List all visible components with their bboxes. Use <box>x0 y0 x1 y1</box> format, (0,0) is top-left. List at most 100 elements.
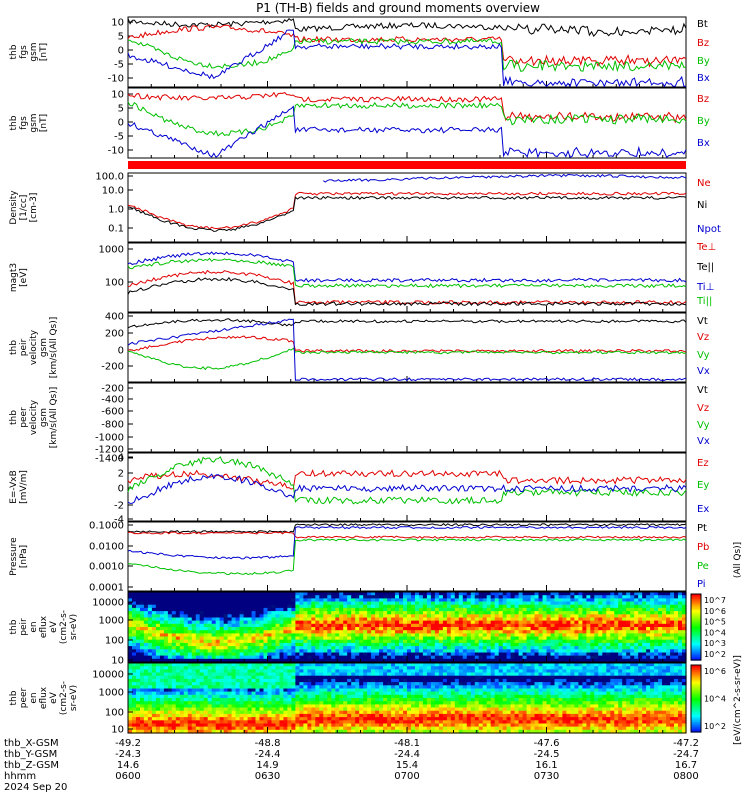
spectrogram-cell <box>486 617 492 622</box>
spectrogram-cell <box>259 630 265 634</box>
spectrogram-cell <box>379 691 384 696</box>
spectrogram-cell <box>395 630 400 634</box>
spectrogram-cell <box>343 713 348 718</box>
spectrogram-cell <box>654 592 659 596</box>
spectrogram-cell <box>586 623 591 628</box>
spectrogram-cell <box>434 658 440 663</box>
spectrogram-cell <box>546 655 552 660</box>
spectrogram-cell <box>670 592 675 596</box>
spectrogram-cell <box>179 617 185 622</box>
spectrogram-cell <box>275 607 281 612</box>
spectrogram-cell <box>514 633 520 638</box>
spectrogram-cell <box>203 688 209 693</box>
spectrogram-cell <box>331 598 336 603</box>
spectrogram-cell <box>175 666 181 670</box>
spectrogram-cell <box>646 601 651 606</box>
spectrogram-cell <box>375 614 380 619</box>
spectrogram-cell <box>538 658 544 663</box>
spectrogram-cell <box>419 646 424 650</box>
spectrogram-cell <box>407 595 412 599</box>
spectrogram-cell <box>207 636 213 641</box>
spectrogram-cell <box>263 669 269 674</box>
spectrogram-cell <box>147 717 153 721</box>
y-tick-label: 0.1 <box>108 224 124 235</box>
spectrogram-cell <box>462 627 468 631</box>
spectrogram-cell <box>550 642 556 647</box>
y-tick-label: -800 <box>101 420 124 431</box>
spectrogram-cell <box>546 607 552 612</box>
spectrogram-cell <box>147 617 153 622</box>
spectrogram-cell <box>315 691 320 696</box>
spectrogram-cell <box>311 713 316 718</box>
spectrogram-cell <box>299 611 304 615</box>
spectrogram-cell <box>522 611 528 615</box>
legend-entry: Ti|| <box>696 296 712 307</box>
spectrogram-cell <box>271 672 277 677</box>
spectrogram-cell <box>375 598 380 603</box>
spectrogram-cell <box>490 601 496 606</box>
spectrogram-cell <box>363 663 368 667</box>
spectrogram-cell <box>319 717 324 721</box>
spectrogram-cell <box>438 611 444 615</box>
y-tick-label: -600 <box>101 407 124 418</box>
spectrogram-cell <box>195 646 201 650</box>
spectrogram-cell <box>163 601 169 606</box>
spectrogram-cell <box>662 658 667 663</box>
spectrogram-cell <box>594 614 599 619</box>
spectrogram-cell <box>387 729 392 734</box>
spectrogram-cell <box>163 672 169 677</box>
spectrogram-cell <box>207 642 213 647</box>
spectrogram-cell <box>383 655 388 660</box>
spectrogram-cell <box>339 592 344 596</box>
spectrogram-cell <box>311 675 316 680</box>
spectrogram-cell <box>151 669 157 674</box>
spectrogram-cell <box>179 694 185 699</box>
spectrogram-cell <box>219 672 225 677</box>
spectrogram-cell <box>223 595 229 599</box>
spectrogram-cell <box>399 604 404 609</box>
spectrogram-cell <box>287 592 292 596</box>
spectrogram-cell <box>291 672 296 677</box>
panel-ylabel-line: [km/s(All Qs)] <box>49 387 59 449</box>
spectrogram-cell <box>219 595 225 599</box>
spectrogram-cell <box>335 604 340 609</box>
spectrogram-cell <box>311 601 316 606</box>
spectrogram-cell <box>175 701 181 705</box>
spectrogram-cell <box>307 630 312 634</box>
spectrogram-cell <box>191 607 197 612</box>
spectrogram-cell <box>626 598 631 603</box>
spectrogram-cell <box>335 592 340 596</box>
y-tick-label: -200 <box>101 362 124 373</box>
spectrogram-cell <box>179 707 185 712</box>
spectrogram-cell <box>247 710 253 715</box>
spectrogram-cell <box>275 694 281 699</box>
spectrogram-cell <box>367 710 372 715</box>
spectrogram-cell <box>474 604 480 609</box>
spectrogram-cell <box>187 701 193 705</box>
spectrogram-cell <box>538 655 544 660</box>
spectrogram-cell <box>395 713 400 718</box>
spectrogram-cell <box>558 633 564 638</box>
spectrogram-cell <box>263 639 269 644</box>
spectrogram-cell <box>227 627 233 631</box>
spectrogram-cell <box>570 658 575 663</box>
spectrogram-cell <box>407 642 412 647</box>
spectrogram-cell <box>375 652 380 657</box>
spectrogram-cell <box>227 658 233 663</box>
spectrogram-cell <box>658 598 663 603</box>
y-tick-label: -4 <box>114 515 124 526</box>
spectrogram-cell <box>128 682 133 686</box>
panel-ylabel-line: eV <box>49 691 59 704</box>
spectrogram-cell <box>132 620 137 625</box>
spectrogram-cell <box>235 601 241 606</box>
spectrogram-cell <box>167 720 173 725</box>
spectrogram-cell <box>303 694 308 699</box>
spectrogram-cell <box>255 658 261 663</box>
spectrogram-cell <box>514 646 520 650</box>
spectrogram-cell <box>207 633 213 638</box>
spectrogram-cell <box>367 623 372 628</box>
spectrogram-cell <box>259 694 265 699</box>
spectrogram-cell <box>271 701 277 705</box>
spectrogram-cell <box>626 658 631 663</box>
